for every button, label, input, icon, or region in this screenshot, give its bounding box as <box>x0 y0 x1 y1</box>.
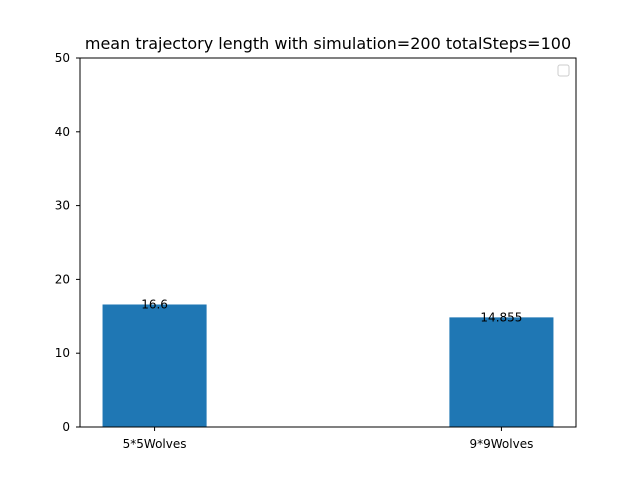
value-labels-layer: 16.6 14.855 <box>141 297 522 324</box>
legend-box <box>557 64 570 77</box>
y-tick-label: 0 <box>62 420 70 434</box>
bar-value-label: 14.855 <box>480 310 522 324</box>
bar-1 <box>102 304 207 427</box>
bar-value-label: 16.6 <box>141 297 168 311</box>
axes-frame <box>79 57 577 428</box>
y-tick-label: 50 <box>55 51 70 65</box>
bar-2 <box>449 317 554 427</box>
y-tick-label: 20 <box>55 272 70 286</box>
x-tick-label: 9*9Wolves <box>470 437 534 451</box>
y-axis: 0 10 20 30 40 50 <box>55 51 80 434</box>
chart-title: mean trajectory length with simulation=2… <box>85 34 571 53</box>
bars-layer <box>102 304 554 427</box>
y-tick-label: 40 <box>55 125 70 139</box>
x-axis: 5*5Wolves 9*9Wolves <box>123 427 534 451</box>
y-tick-label: 30 <box>55 199 70 213</box>
x-tick-label: 5*5Wolves <box>123 437 187 451</box>
y-tick-label: 10 <box>55 346 70 360</box>
